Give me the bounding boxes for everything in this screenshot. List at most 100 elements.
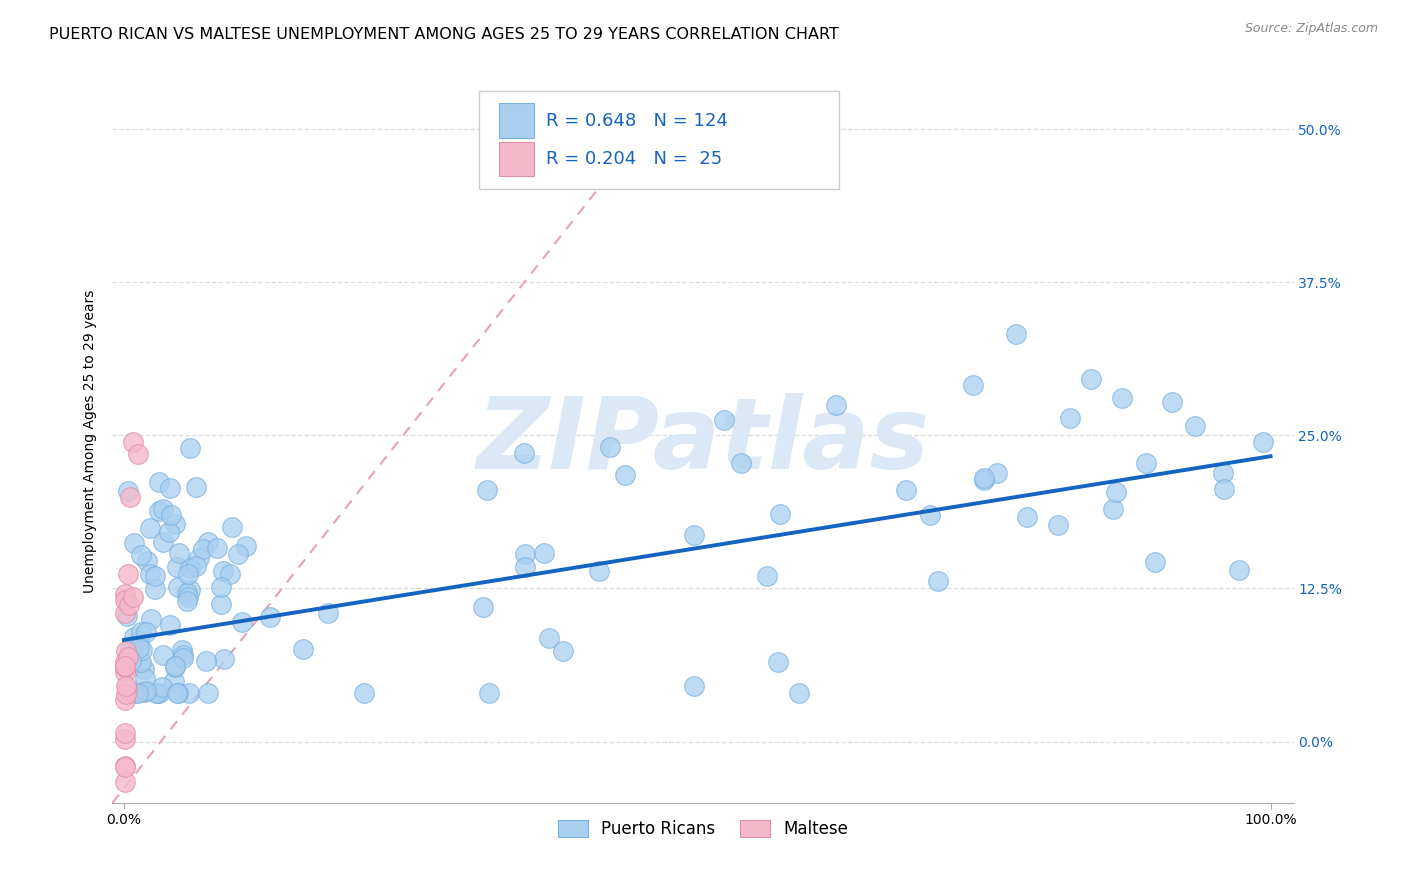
Point [131, 642, 153, 657]
Point [121, 590, 143, 604]
Point [1102, 501, 1125, 516]
Point [768, 508, 790, 522]
Bar [499, 142, 534, 177]
Point [141, 612, 163, 626]
Point [184, 559, 207, 574]
Point [114, 587, 136, 601]
Point [1104, 485, 1126, 500]
Point [120, 654, 142, 668]
Point [177, 591, 200, 605]
Point [118, 491, 141, 505]
Point [179, 685, 201, 699]
Point [162, 673, 184, 688]
Point [219, 567, 242, 582]
Point [124, 535, 146, 549]
Point [114, 726, 136, 740]
Point [157, 524, 180, 539]
Point [128, 640, 150, 655]
Point [135, 625, 157, 640]
Point [1229, 563, 1251, 577]
Point [114, 688, 136, 702]
Point [683, 679, 706, 693]
Point [973, 471, 995, 485]
Point [143, 569, 166, 583]
Point [129, 548, 152, 562]
Point [170, 642, 193, 657]
Point [115, 608, 138, 623]
Point [152, 534, 174, 549]
Point [114, 659, 136, 673]
Point [471, 599, 494, 614]
Point [166, 580, 188, 594]
Point [292, 642, 315, 657]
Point [478, 685, 501, 699]
Text: PUERTO RICAN VS MALTESE UNEMPLOYMENT AMONG AGES 25 TO 29 YEARS CORRELATION CHART: PUERTO RICAN VS MALTESE UNEMPLOYMENT AMO… [49, 27, 839, 42]
Point [148, 685, 170, 699]
Point [1161, 395, 1184, 409]
Point [713, 413, 735, 427]
Point [148, 685, 170, 699]
Text: ZIPatlas: ZIPatlas [477, 393, 929, 490]
Point [918, 508, 941, 523]
Point [160, 508, 183, 522]
Point [114, 760, 136, 774]
Point [152, 501, 174, 516]
Point [894, 483, 917, 497]
Point [197, 534, 219, 549]
Point [766, 656, 789, 670]
Point [259, 610, 281, 624]
Point [114, 679, 136, 693]
Point [114, 659, 136, 673]
Point [235, 539, 257, 553]
Point [179, 561, 201, 575]
Point [139, 567, 162, 582]
Point [599, 440, 621, 454]
Point [193, 542, 215, 557]
Point [176, 594, 198, 608]
Point [114, 606, 136, 620]
Point [1017, 509, 1039, 524]
Point [973, 473, 995, 487]
Point [114, 656, 136, 670]
Point [114, 775, 136, 789]
Point [1111, 392, 1133, 406]
Point [1135, 456, 1157, 470]
Point [187, 551, 209, 566]
Bar [499, 103, 534, 138]
Point [122, 630, 145, 644]
Point [118, 598, 141, 612]
Point [121, 685, 143, 699]
Point [179, 441, 201, 455]
Point [207, 541, 229, 555]
Point [152, 648, 174, 663]
Point [197, 685, 219, 699]
Point [212, 652, 235, 666]
Point [551, 644, 574, 658]
Point [537, 631, 560, 645]
Point [148, 475, 170, 489]
Point [186, 480, 208, 494]
Point [135, 683, 157, 698]
Point [588, 564, 610, 578]
Point [927, 574, 949, 589]
Point [513, 547, 536, 561]
Point [166, 560, 188, 574]
Point [176, 586, 198, 600]
Legend: Puerto Ricans, Maltese: Puerto Ricans, Maltese [551, 814, 855, 845]
Point [221, 519, 243, 533]
Point [122, 685, 145, 699]
Point [1059, 410, 1081, 425]
Point [1144, 555, 1167, 569]
Point [134, 662, 156, 676]
Point [134, 671, 156, 685]
Point [114, 644, 136, 658]
Point [127, 447, 149, 461]
Point [730, 456, 752, 470]
Point [1046, 517, 1069, 532]
Point [136, 554, 159, 568]
Point [986, 466, 1008, 480]
Point [211, 564, 233, 578]
Text: Source: ZipAtlas.com: Source: ZipAtlas.com [1244, 22, 1378, 36]
Point [131, 624, 153, 639]
Point [114, 593, 136, 607]
